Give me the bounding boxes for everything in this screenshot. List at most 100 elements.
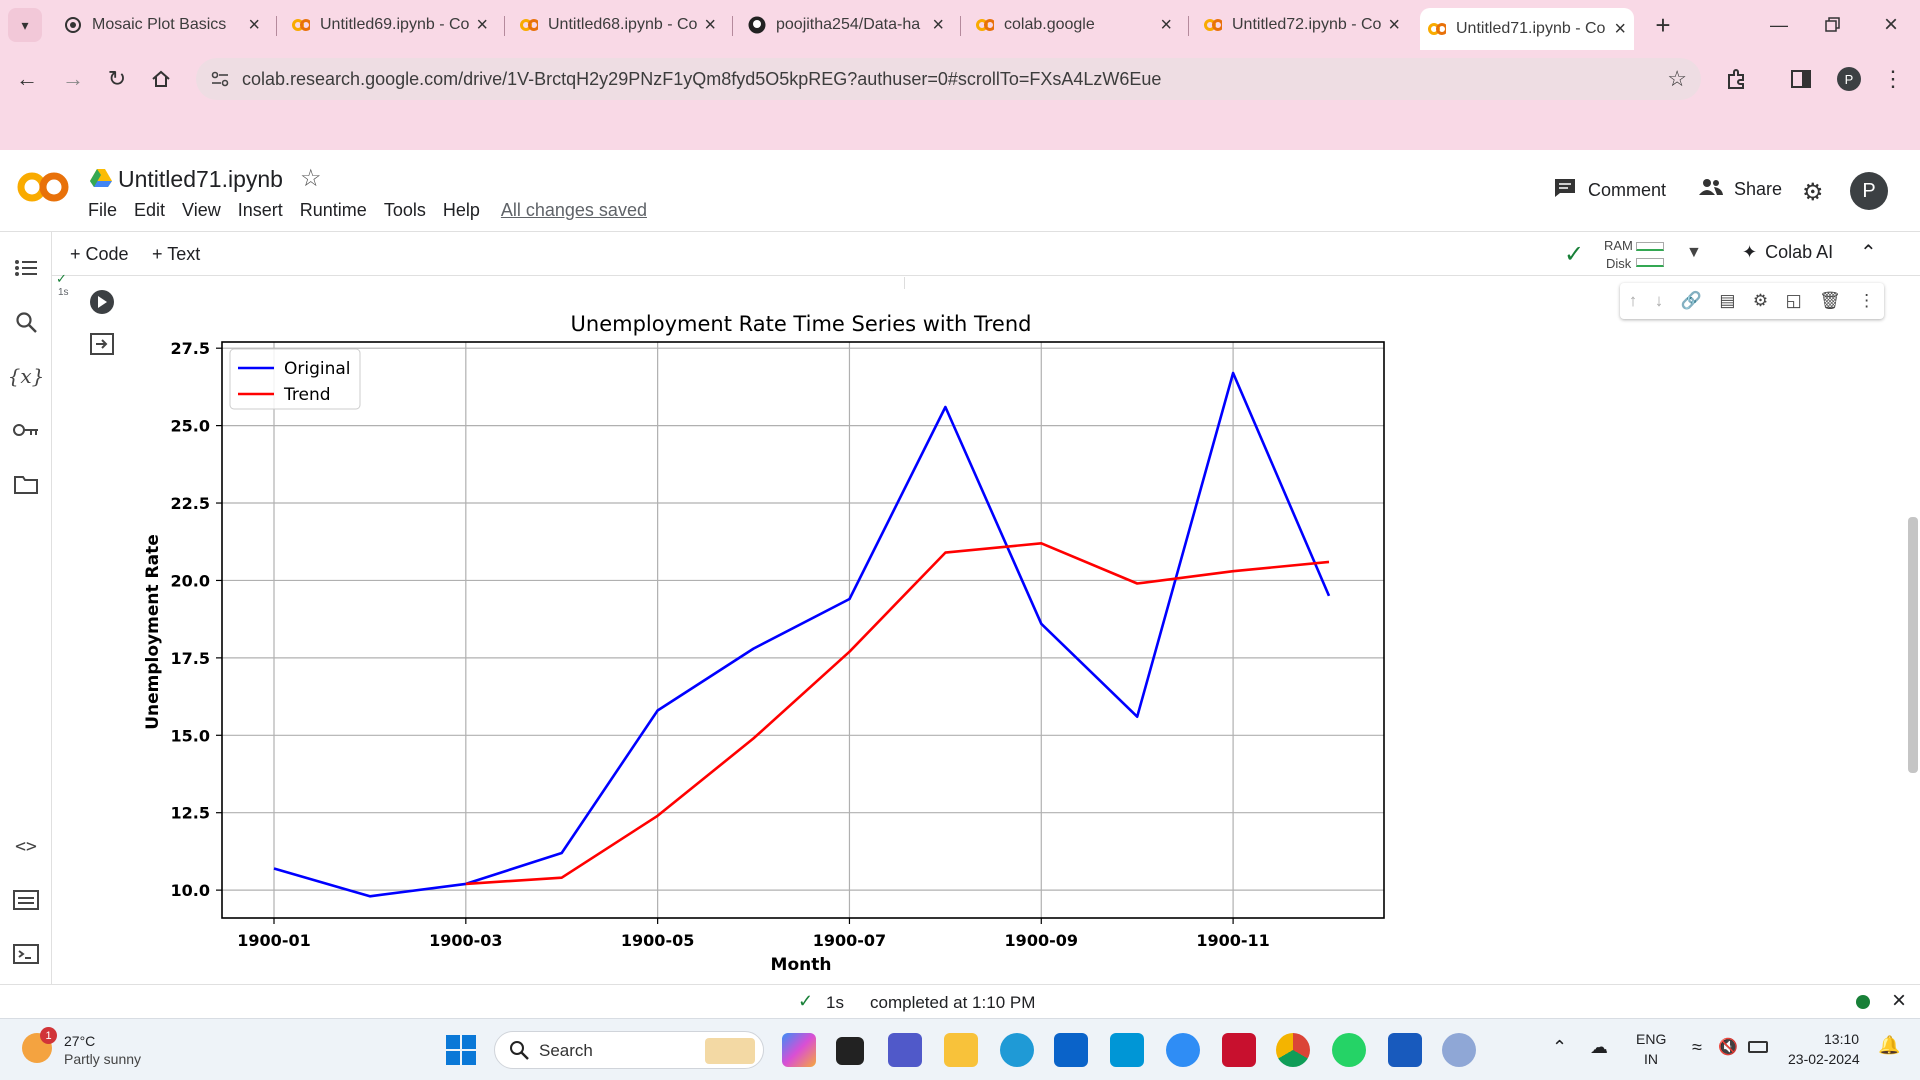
save-status[interactable]: All changes saved	[500, 200, 647, 220]
close-icon[interactable]: ×	[704, 13, 716, 36]
volume-muted-icon[interactable]: 🔇	[1718, 1039, 1738, 1056]
tab-colab-google[interactable]: colab.google ×	[970, 8, 1180, 42]
settings-gear-icon[interactable]: ⚙	[1802, 179, 1824, 206]
close-icon[interactable]: ×	[1614, 17, 1626, 40]
new-tab-button[interactable]: +	[1655, 9, 1671, 40]
menu-edit[interactable]: Edit	[134, 200, 166, 220]
minimize-icon[interactable]: —	[1770, 14, 1788, 35]
tab-github[interactable]: poojitha254/Data-ha ×	[742, 8, 952, 42]
home-icon[interactable]	[144, 62, 178, 96]
wifi-icon[interactable]: ≈	[1692, 1037, 1702, 1057]
myhp-icon[interactable]	[1110, 1033, 1144, 1067]
battery-icon[interactable]	[1748, 1041, 1768, 1053]
terminal-icon[interactable]	[10, 938, 42, 970]
drive-icon[interactable]	[90, 168, 112, 193]
menu-insert[interactable]: Insert	[237, 200, 283, 220]
r-app-icon[interactable]	[1442, 1033, 1476, 1067]
tab-untitled72[interactable]: Untitled72.ipynb - Co ×	[1198, 8, 1408, 42]
forward-icon[interactable]: →	[62, 66, 84, 91]
mirror-cell-icon[interactable]: ◱	[1785, 291, 1802, 310]
tab-untitled71[interactable]: Untitled71.ipynb - Co ×	[1420, 8, 1634, 50]
table-of-contents-icon[interactable]	[10, 252, 42, 284]
chevron-down-icon[interactable]: ▼	[1686, 244, 1702, 261]
address-bar[interactable]: colab.research.google.com/drive/1V-Brctq…	[196, 58, 1701, 100]
comment-cell-icon[interactable]: ▤	[1719, 291, 1736, 310]
clock-date[interactable]: 23-02-2024	[1788, 1051, 1860, 1067]
weather-widget[interactable]: 1 27°C Partly sunny	[22, 1027, 182, 1073]
move-down-icon[interactable]: ↓	[1654, 291, 1664, 310]
copilot-icon[interactable]	[782, 1033, 816, 1067]
code-snippets-icon[interactable]: <>	[15, 835, 37, 857]
close-icon[interactable]: ×	[1160, 13, 1172, 36]
show-hidden-icons[interactable]: ⌃	[1552, 1037, 1568, 1057]
profile-avatar[interactable]: P	[1832, 62, 1866, 96]
restore-icon[interactable]	[1816, 8, 1850, 42]
close-icon[interactable]: ×	[1388, 13, 1400, 36]
back-icon[interactable]: ←	[16, 66, 38, 91]
close-icon[interactable]: ×	[248, 13, 260, 36]
close-status-icon[interactable]: ×	[1892, 987, 1907, 1014]
notebook-title[interactable]: Untitled71.ipynb	[118, 166, 283, 192]
run-cell-button[interactable]	[90, 290, 114, 314]
user-avatar[interactable]: P	[1850, 172, 1888, 210]
colab-logo[interactable]	[16, 170, 70, 209]
tab-label: Untitled71.ipynb - Co	[1456, 20, 1606, 37]
clock-time[interactable]: 13:10	[1824, 1031, 1860, 1047]
tab-mosaic[interactable]: Mosaic Plot Basics ×	[58, 8, 268, 42]
mcafee-icon[interactable]	[1222, 1033, 1256, 1067]
tab-untitled69[interactable]: Untitled69.ipynb - Co ×	[286, 8, 496, 42]
resource-indicator[interactable]: RAM Disk ▼	[1598, 236, 1718, 272]
extensions-icon[interactable]	[1720, 62, 1754, 96]
more-icon[interactable]: ⋮	[1858, 291, 1876, 310]
menu-view[interactable]: View	[182, 200, 221, 220]
tab-search-button[interactable]: ▾	[8, 8, 42, 42]
copilot-app-icon[interactable]	[1166, 1033, 1200, 1067]
onedrive-icon[interactable]: ☁	[1590, 1037, 1608, 1057]
add-code-button[interactable]: + Code	[70, 244, 129, 264]
task-view-icon[interactable]	[836, 1037, 864, 1065]
collapse-header-icon[interactable]: ⌃	[1860, 242, 1877, 264]
chrome-icon[interactable]	[1276, 1033, 1310, 1067]
comment-button[interactable]: Comment	[1554, 178, 1666, 203]
language-label[interactable]: ENG	[1636, 1031, 1667, 1047]
start-windows-icon[interactable]	[446, 1035, 476, 1070]
cell-settings-icon[interactable]: ⚙	[1752, 291, 1769, 310]
browser-menu-icon[interactable]: ⋮	[1882, 66, 1904, 91]
store-icon[interactable]	[1054, 1033, 1088, 1067]
colab-ai-button[interactable]: ✦ Colab AI	[1742, 242, 1833, 263]
variables-icon[interactable]: {x}	[7, 364, 45, 388]
share-button[interactable]: Share	[1698, 178, 1782, 201]
search-icon[interactable]	[10, 306, 42, 338]
close-icon[interactable]: ×	[476, 13, 488, 36]
menu-file[interactable]: File	[88, 200, 118, 220]
link-icon[interactable]: 🔗	[1680, 291, 1702, 310]
bookmark-star-icon[interactable]: ☆	[1667, 66, 1687, 91]
key-icon[interactable]	[10, 414, 42, 446]
delete-icon[interactable]: 🗑	[1819, 291, 1841, 310]
whatsapp-icon[interactable]	[1332, 1033, 1366, 1067]
move-up-icon[interactable]: ↑	[1628, 291, 1638, 310]
region-label[interactable]: IN	[1644, 1051, 1658, 1067]
command-palette-icon[interactable]	[10, 884, 42, 916]
teams-meet-icon[interactable]	[888, 1033, 922, 1067]
menu-runtime[interactable]: Runtime	[299, 200, 367, 220]
side-panel-icon[interactable]	[1784, 62, 1818, 96]
notification-bell-icon[interactable]: 🔔	[1878, 1035, 1901, 1055]
scrollbar-thumb[interactable]	[1908, 517, 1918, 773]
tab-untitled68[interactable]: Untitled68.ipynb - Co ×	[514, 8, 724, 42]
menu-help[interactable]: Help	[442, 200, 480, 220]
word-icon[interactable]	[1388, 1033, 1422, 1067]
output-actions-icon[interactable]	[90, 333, 114, 360]
close-icon[interactable]: ×	[932, 13, 944, 36]
folder-icon[interactable]	[10, 468, 42, 500]
star-icon[interactable]: ☆	[300, 165, 322, 192]
taskbar-search[interactable]: Search	[494, 1031, 764, 1069]
add-text-button[interactable]: + Text	[152, 244, 201, 264]
window-close-icon[interactable]: ×	[1883, 11, 1898, 38]
reload-icon[interactable]: ↻	[107, 66, 127, 91]
file-explorer-icon[interactable]	[944, 1033, 978, 1067]
site-info-icon[interactable]	[210, 69, 230, 94]
menu-tools[interactable]: Tools	[383, 200, 426, 220]
runtime-status-dot[interactable]	[1856, 995, 1870, 1009]
edge-icon[interactable]	[1000, 1033, 1034, 1067]
